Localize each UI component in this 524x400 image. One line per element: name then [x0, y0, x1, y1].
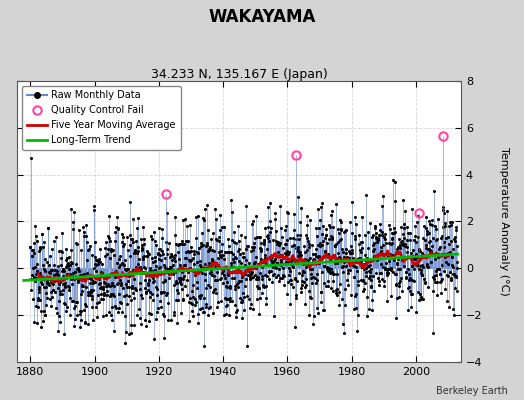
Text: WAKAYAMA: WAKAYAMA: [209, 8, 315, 26]
Y-axis label: Temperature Anomaly (°C): Temperature Anomaly (°C): [499, 147, 509, 296]
Legend: Raw Monthly Data, Quality Control Fail, Five Year Moving Average, Long-Term Tren: Raw Monthly Data, Quality Control Fail, …: [22, 86, 181, 150]
Title: 34.233 N, 135.167 E (Japan): 34.233 N, 135.167 E (Japan): [151, 68, 328, 81]
Text: Berkeley Earth: Berkeley Earth: [436, 386, 508, 396]
